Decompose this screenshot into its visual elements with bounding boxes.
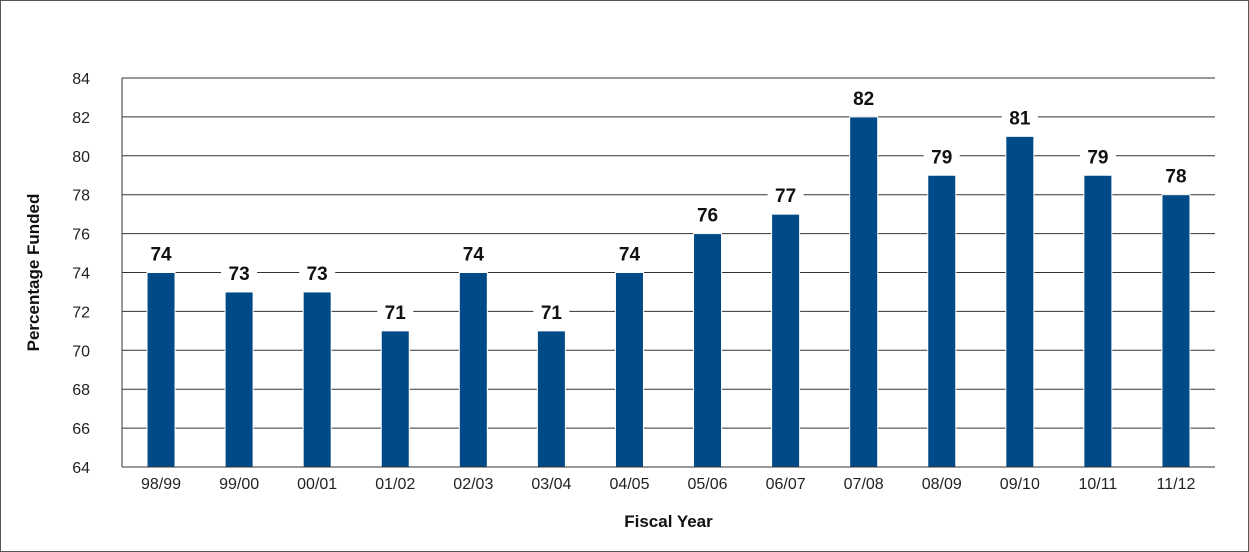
y-tick-label: 76 <box>72 227 90 244</box>
data-label: 71 <box>385 303 407 324</box>
x-tick-label: 06/07 <box>766 476 806 493</box>
bar <box>458 272 488 468</box>
bar <box>614 272 644 468</box>
x-tick-label: 02/03 <box>453 476 493 493</box>
bar <box>693 233 723 468</box>
bar <box>380 330 410 468</box>
y-tick-label: 80 <box>72 149 90 166</box>
x-tick-label: 05/06 <box>688 476 728 493</box>
data-label-background <box>845 85 882 110</box>
x-tick-label: 98/99 <box>141 476 181 493</box>
bar <box>849 116 879 468</box>
x-tick-label: 99/00 <box>219 476 259 493</box>
bar <box>1161 194 1191 468</box>
data-label: 74 <box>150 245 172 266</box>
x-tick-label: 08/09 <box>922 476 962 493</box>
data-label-background <box>611 241 648 266</box>
data-label-background <box>689 202 726 227</box>
data-label: 77 <box>775 186 796 207</box>
data-label-background <box>533 299 570 324</box>
data-label: 74 <box>619 245 641 266</box>
data-label-background <box>377 299 414 324</box>
x-tick-labels: 98/99 99/00 00/01 01/02 02/03 03/04 04/05 05/06… <box>141 476 1195 493</box>
data-label: 79 <box>1087 147 1108 168</box>
x-tick-label: 10/11 <box>1078 476 1117 493</box>
data-label-background <box>143 241 180 266</box>
y-tick-label: 68 <box>72 382 90 399</box>
x-tick-label: 01/02 <box>375 476 415 493</box>
y-tick-label: 82 <box>72 110 90 127</box>
bars <box>146 116 1191 468</box>
data-label: 76 <box>697 206 718 227</box>
bar <box>224 291 254 468</box>
data-label-background <box>1157 163 1194 188</box>
bar <box>302 291 332 468</box>
data-label-background <box>923 144 960 169</box>
x-tick-label: 11/12 <box>1157 476 1196 493</box>
y-tick-label: 74 <box>72 266 90 283</box>
y-tick-label: 70 <box>72 343 90 360</box>
gridlines <box>122 77 1215 429</box>
data-label: 73 <box>229 264 250 285</box>
y-axis-label: Percentage Funded <box>24 194 43 352</box>
y-tick-label: 78 <box>72 188 90 205</box>
data-label-background <box>1001 105 1038 130</box>
y-tick-label: 72 <box>72 304 90 321</box>
data-labels: 74 73 73 71 74 71 74 76 77 82 79 81 79 78 <box>143 85 1194 324</box>
data-label: 81 <box>1009 108 1031 129</box>
data-label-background <box>767 183 804 208</box>
x-tick-label: 09/10 <box>1000 476 1040 493</box>
y-tick-label: 84 <box>72 71 90 88</box>
x-tick-label: 03/04 <box>531 476 571 493</box>
bar <box>536 330 566 468</box>
data-label: 78 <box>1165 167 1186 188</box>
y-tick-label: 66 <box>72 421 90 438</box>
data-label-background <box>455 241 492 266</box>
bar <box>927 174 957 468</box>
data-label-background <box>1079 144 1116 169</box>
y-tick-labels: 64 66 68 70 72 74 76 78 80 82 84 <box>72 71 90 477</box>
data-label: 74 <box>463 245 485 266</box>
x-tick-label: 07/08 <box>844 476 884 493</box>
bar <box>1083 174 1113 468</box>
bar <box>771 213 801 468</box>
bar <box>1005 135 1035 468</box>
data-label: 79 <box>931 147 952 168</box>
y-tick-label: 64 <box>72 460 90 477</box>
data-label: 73 <box>307 264 328 285</box>
x-tick-label: 04/05 <box>609 476 649 493</box>
data-label: 82 <box>853 89 874 110</box>
data-label: 71 <box>541 303 563 324</box>
data-label-background <box>221 260 258 285</box>
x-axis-label: Fiscal Year <box>624 512 713 531</box>
x-tick-label: 00/01 <box>297 476 337 493</box>
data-label-background <box>299 260 336 285</box>
bar <box>146 272 176 468</box>
